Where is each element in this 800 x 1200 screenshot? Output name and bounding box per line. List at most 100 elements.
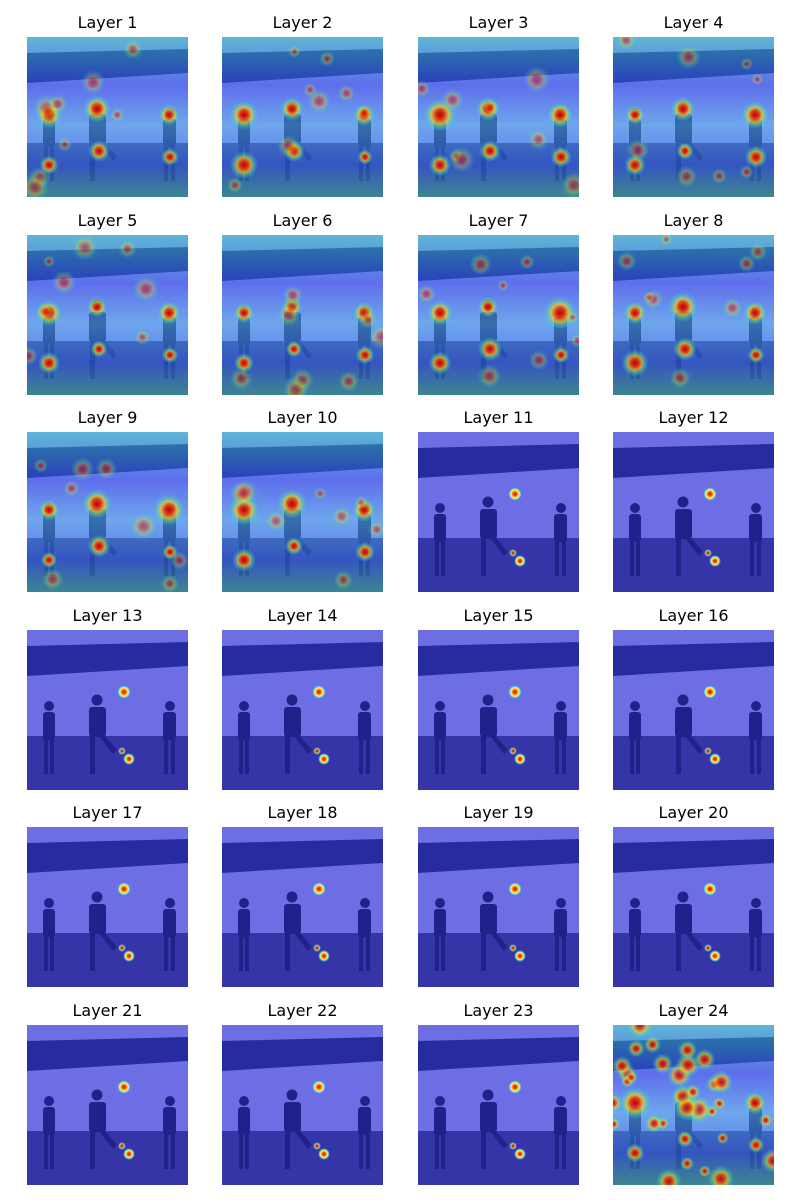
heat-spot [90,340,108,358]
heat-spot [743,1091,767,1115]
heat-spot [333,570,353,590]
panel-title: Layer 7 [469,211,529,230]
attention-map [613,432,774,592]
heat-spot [508,1080,522,1094]
heat-spot [550,146,572,168]
heat-spot [318,1148,330,1160]
heat-spot [743,301,767,325]
heat-spot [737,254,756,273]
heat-spot [318,950,330,962]
heat-spot [716,1132,729,1145]
heat-spot [428,351,452,375]
attention-map [222,432,383,592]
heat-spot [761,1148,774,1173]
heat-spot [509,747,517,755]
panel-title: Layer 24 [658,1001,728,1020]
panel-title: Layer 20 [658,803,728,822]
heat-spot [509,549,517,557]
heat-spot [623,301,647,325]
heat-spot [229,100,259,130]
heat-spot [613,1093,623,1113]
heat-spot [707,1165,734,1185]
panel-title: Layer 9 [78,408,138,427]
heat-spot [368,323,383,350]
heat-spot [709,950,721,962]
heat-spot [80,70,106,95]
heat-spot [656,1168,682,1185]
heat-spot [117,1080,131,1094]
heat-spot [652,1053,673,1075]
heat-spot [62,479,81,497]
heat-spot [319,50,335,67]
heat-spot [509,1142,517,1150]
heat-spot [87,297,107,317]
heat-spot [758,1113,773,1128]
panel-title: Layer 8 [664,211,724,230]
heat-spot [33,458,48,473]
panel-title: Layer 23 [463,1001,533,1020]
heat-spot [477,296,499,318]
heat-spot [744,145,768,169]
heat-spot [70,457,95,481]
heat-spot [161,346,179,364]
heat-spot [265,510,287,532]
heat-spot [285,537,303,555]
heat-spot [739,164,754,180]
heat-spot [676,44,701,70]
heat-spot [613,1117,621,1131]
attention-map [27,630,188,790]
heat-spot [282,376,309,395]
heat-spot [38,352,60,374]
heat-spot [741,101,769,129]
heat-spot [570,333,579,348]
panel-title: Layer 11 [463,408,533,427]
heat-spot [477,364,502,388]
heat-spot [356,104,373,121]
heat-spot [277,302,301,327]
heat-spot [170,551,188,570]
heat-spot [418,284,437,304]
heat-spot [709,1070,734,1095]
attention-map [613,1025,774,1185]
panel-title: Layer 1 [78,13,138,32]
panel-title: Layer 18 [267,803,337,822]
heat-spot [514,1148,526,1160]
heat-spot [616,251,637,271]
panel-title: Layer 19 [463,803,533,822]
heat-spot [644,1113,664,1133]
heat-spot [627,1025,653,1039]
heat-spot [673,1094,701,1121]
attention-map [27,432,188,592]
heat-spot [277,134,300,158]
heat-spot [87,534,111,558]
heat-spot [129,512,158,540]
heat-spot [547,102,573,128]
heat-spot [83,95,111,123]
heat-spot [109,107,125,123]
heat-spot [659,235,673,246]
heat-spot [747,1136,765,1154]
heat-spot [418,79,431,98]
heat-spot [613,1056,633,1077]
heat-spot [117,685,131,699]
attention-map [613,827,774,987]
heat-spot [226,177,243,194]
heat-spot [118,747,126,755]
panel-title: Layer 6 [273,211,333,230]
heat-spot [42,255,56,268]
panel-title: Layer 13 [72,606,142,625]
heat-spot [621,349,649,377]
heat-spot [233,302,255,324]
heat-spot [429,154,451,176]
attention-map [222,1025,383,1185]
heat-spot [669,367,691,389]
heat-spot [469,253,492,276]
heat-spot [40,551,58,569]
heat-spot [277,489,307,519]
heat-spot [123,1148,135,1160]
heat-spot [288,45,301,58]
heat-spot [675,165,698,188]
heat-spot [712,1096,727,1111]
panel-title: Layer 22 [267,1001,337,1020]
heat-spot [307,89,332,114]
